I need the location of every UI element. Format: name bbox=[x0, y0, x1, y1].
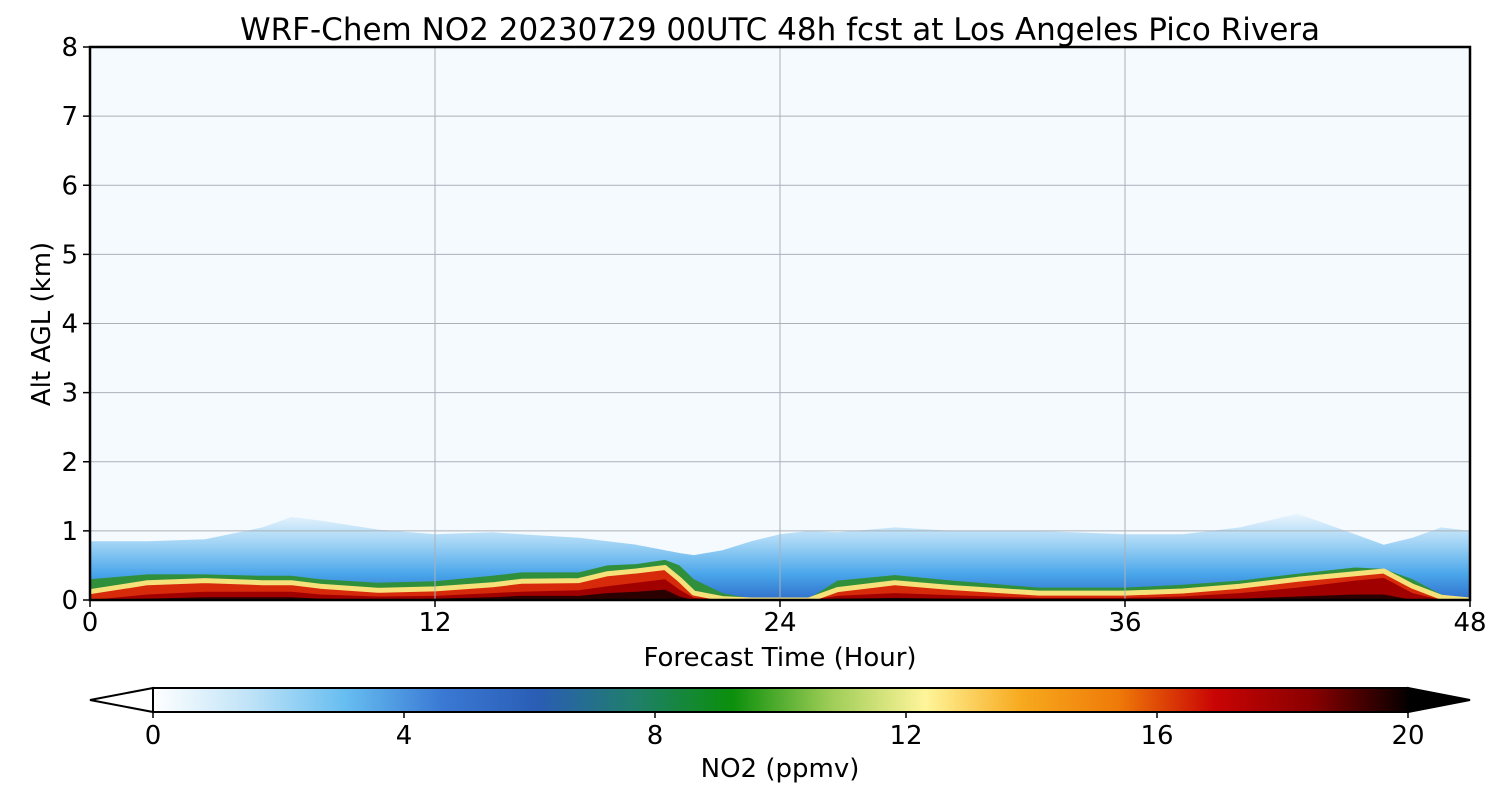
x-tick-label: 24 bbox=[763, 608, 796, 638]
y-tick-label: 5 bbox=[61, 240, 78, 270]
colorbar-tick-label: 0 bbox=[145, 721, 162, 751]
colorbar-ticks: 0 4 8 12 16 20 bbox=[145, 712, 1425, 751]
colorbar-label: NO2 (ppmv) bbox=[701, 754, 860, 784]
colorbar-tick-label: 20 bbox=[1391, 721, 1424, 751]
colorbar-tick-label: 8 bbox=[647, 721, 664, 751]
y-tick-label: 8 bbox=[61, 33, 78, 63]
y-tick-label: 2 bbox=[61, 448, 78, 478]
y-tick-label: 1 bbox=[61, 517, 78, 547]
colorbar-body bbox=[153, 688, 1408, 712]
colorbar-under-arrow bbox=[89, 686, 154, 714]
y-tick-label: 7 bbox=[61, 102, 78, 132]
colorbar-tick-label: 16 bbox=[1140, 721, 1173, 751]
no2-layer-yellow-rim bbox=[90, 565, 1470, 600]
y-tick-label: 6 bbox=[61, 171, 78, 201]
colorbar-tick-label: 12 bbox=[889, 721, 922, 751]
colorbar-over-arrow bbox=[1407, 686, 1471, 714]
grid-lines bbox=[90, 47, 1470, 600]
colorbar: 0 4 8 12 16 20 NO2 (ppmv) bbox=[89, 686, 1471, 784]
y-tick-label: 4 bbox=[61, 310, 78, 340]
y-tick-label: 0 bbox=[61, 586, 78, 616]
x-tick-label: 36 bbox=[1108, 608, 1141, 638]
x-tick-label: 12 bbox=[418, 608, 451, 638]
x-tick-label: 48 bbox=[1453, 608, 1486, 638]
colorbar-frame bbox=[152, 687, 1409, 713]
x-axis-ticks: 0 12 24 36 48 bbox=[82, 600, 1487, 638]
y-axis-ticks: 0 1 2 3 4 5 6 7 8 bbox=[61, 33, 90, 616]
chart-title: WRF-Chem NO2 20230729 00UTC 48h fcst at … bbox=[240, 12, 1320, 48]
y-axis-label: Alt AGL (km) bbox=[27, 242, 57, 406]
x-axis-label: Forecast Time (Hour) bbox=[643, 643, 916, 673]
x-tick-label: 0 bbox=[82, 608, 99, 638]
colorbar-tick-label: 4 bbox=[396, 721, 413, 751]
y-tick-label: 3 bbox=[61, 379, 78, 409]
